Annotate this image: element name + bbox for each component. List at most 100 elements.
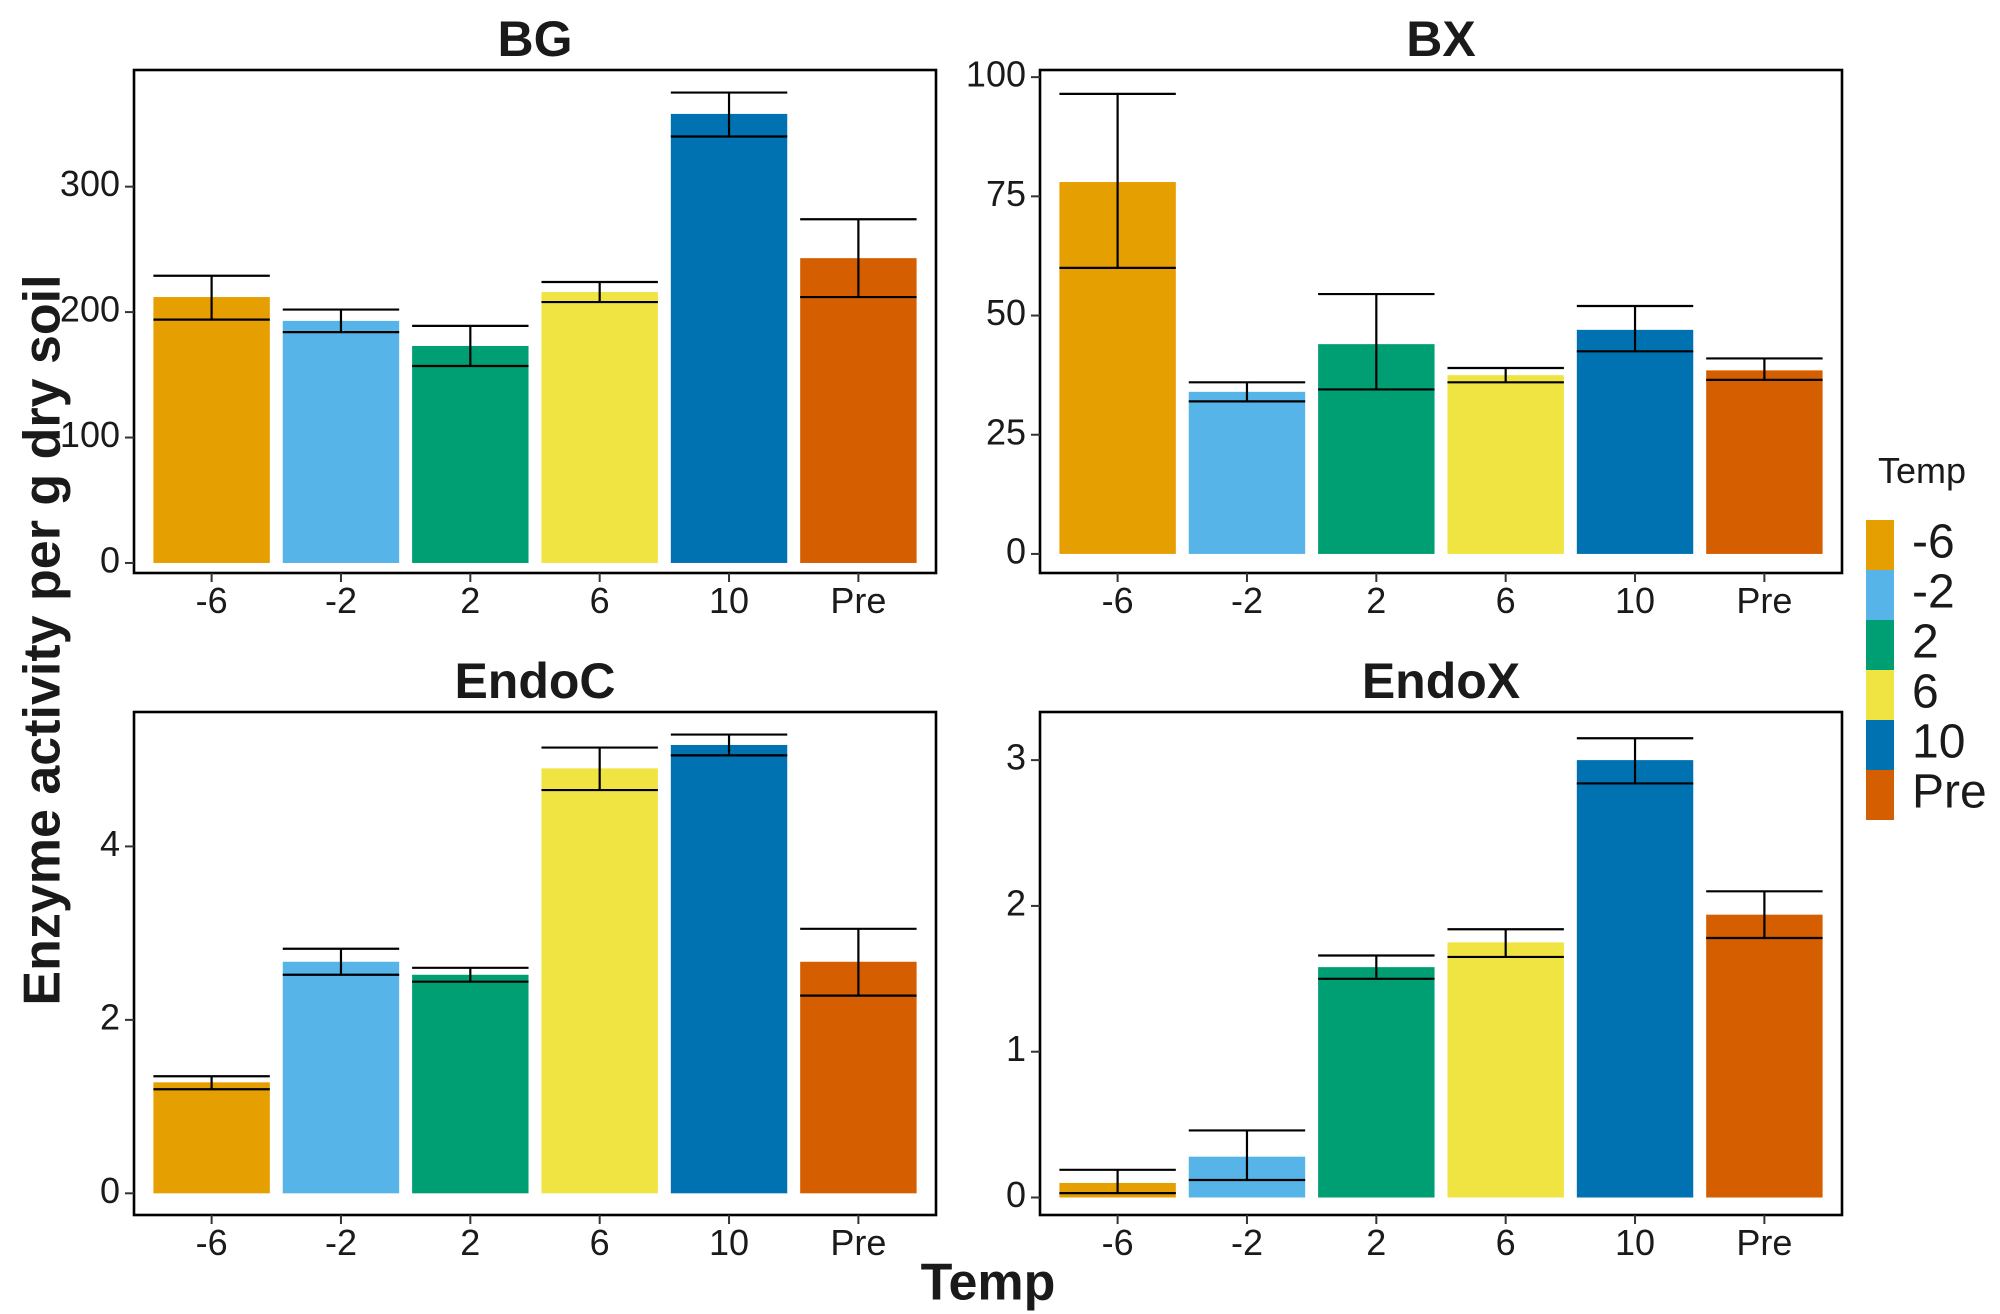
legend-key-6 — [1866, 670, 1894, 720]
legend-key--2 — [1866, 570, 1894, 620]
bar-Pre — [1706, 914, 1823, 1198]
bar-2 — [1318, 967, 1435, 1198]
x-tick-label: -6 — [196, 1222, 228, 1263]
x-tick-label: 10 — [709, 1222, 749, 1263]
x-tick-label: -6 — [1102, 580, 1134, 621]
x-tick-label: -6 — [1102, 1222, 1134, 1263]
y-tick-label: 0 — [100, 539, 120, 580]
bar-6 — [1447, 375, 1564, 554]
x-tick-label: 6 — [590, 1222, 610, 1263]
error-bar — [412, 324, 529, 368]
legend-key-Pre — [1866, 770, 1894, 820]
error-bar — [1318, 292, 1435, 391]
x-tick-label: -2 — [1231, 580, 1263, 621]
y-tick-label: 50 — [986, 292, 1026, 333]
y-tick-label: 2 — [1006, 882, 1026, 923]
x-tick-label: 6 — [1496, 580, 1516, 621]
error-bar — [153, 274, 270, 321]
y-tick-label: 0 — [1006, 530, 1026, 571]
y-tick-label: 300 — [60, 163, 120, 204]
panel-title: BX — [1406, 11, 1475, 67]
x-tick-label: -2 — [325, 1222, 357, 1263]
x-tick-label: 2 — [460, 580, 480, 621]
bar-10 — [670, 744, 788, 1194]
legend-label: -6 — [1912, 516, 1955, 569]
error-bar — [1706, 890, 1823, 940]
panel-border — [1038, 68, 1844, 575]
bar-Pre — [800, 961, 917, 1194]
x-tick-label: 6 — [1496, 1222, 1516, 1263]
error-bar — [541, 280, 658, 304]
x-tick-label: 10 — [1615, 1222, 1655, 1263]
error-bar — [670, 733, 788, 757]
x-tick-label: 2 — [460, 1222, 480, 1263]
error-bar — [1188, 1129, 1306, 1182]
legend-label: -2 — [1912, 566, 1955, 619]
bar-6 — [541, 292, 658, 563]
panel-bg: BG 0 100 200 300 -6 -2 2 6 10 Pre — [60, 11, 938, 621]
bar--6 — [153, 297, 270, 563]
bar-6 — [1447, 942, 1564, 1198]
panel-border — [1038, 710, 1844, 1217]
panel-title: EndoX — [1362, 653, 1520, 709]
bar-10 — [1576, 760, 1694, 1198]
bar-2 — [412, 974, 529, 1194]
y-tick-label: 0 — [100, 1170, 120, 1211]
y-tick-label: 75 — [986, 173, 1026, 214]
bar-Pre — [800, 258, 917, 563]
error-bar — [412, 966, 529, 983]
panel-endoc: EndoC 0 2 4 -6 -2 2 6 10 Pre — [100, 653, 938, 1263]
y-tick-label: 100 — [966, 54, 1026, 95]
x-tick-label: 10 — [1615, 580, 1655, 621]
y-tick-label: 100 — [60, 414, 120, 455]
error-bar — [1318, 954, 1435, 980]
error-bar — [1059, 1168, 1176, 1195]
bar--2 — [282, 961, 400, 1194]
x-tick-label: 6 — [590, 580, 610, 621]
legend-label: 10 — [1912, 716, 1965, 769]
error-bar — [1576, 304, 1694, 353]
error-bar — [800, 927, 917, 997]
bar-2 — [412, 345, 529, 563]
legend-key-2 — [1866, 620, 1894, 670]
y-tick-label: 1 — [1006, 1028, 1026, 1069]
legend-key--6 — [1866, 520, 1894, 570]
error-bar — [1447, 928, 1564, 959]
y-tick-label: 0 — [1006, 1174, 1026, 1215]
bar--2 — [282, 320, 400, 563]
panel-title: BG — [498, 11, 573, 67]
x-tick-label: 2 — [1366, 580, 1386, 621]
error-bar — [541, 746, 658, 792]
x-axis-title: Temp — [921, 1254, 1056, 1312]
legend-label: 2 — [1912, 616, 1939, 669]
bar-10 — [670, 113, 788, 563]
x-tick-label: 10 — [709, 580, 749, 621]
x-tick-label: Pre — [830, 1222, 886, 1263]
legend-key-10 — [1866, 720, 1894, 770]
legend-label: 6 — [1912, 666, 1939, 719]
bar--2 — [1188, 391, 1306, 554]
y-tick-label: 2 — [100, 996, 120, 1037]
error-bar — [1188, 381, 1306, 403]
panel-bx: BX 0 25 50 75 100 -6 -2 2 6 10 Pre — [966, 11, 1844, 621]
panel-endox: EndoX 0 1 2 3 -6 -2 2 6 10 Pre — [1006, 653, 1844, 1263]
panel-title: EndoC — [454, 653, 615, 709]
y-tick-label: 4 — [100, 823, 120, 864]
error-bar — [1059, 92, 1176, 269]
legend-title: Temp — [1878, 450, 1966, 491]
x-tick-label: 2 — [1366, 1222, 1386, 1263]
error-bar — [282, 947, 400, 976]
x-tick-label: Pre — [1736, 1222, 1792, 1263]
x-tick-label: -6 — [196, 580, 228, 621]
error-bar — [670, 91, 788, 138]
y-axis-title: Enzyme activity per g dry soil — [14, 274, 72, 1005]
x-tick-label: Pre — [830, 580, 886, 621]
error-bar — [1706, 357, 1823, 382]
legend-label: Pre — [1912, 766, 1987, 819]
x-tick-label: -2 — [1231, 1222, 1263, 1263]
bar-10 — [1576, 329, 1694, 554]
x-tick-label: Pre — [1736, 580, 1792, 621]
